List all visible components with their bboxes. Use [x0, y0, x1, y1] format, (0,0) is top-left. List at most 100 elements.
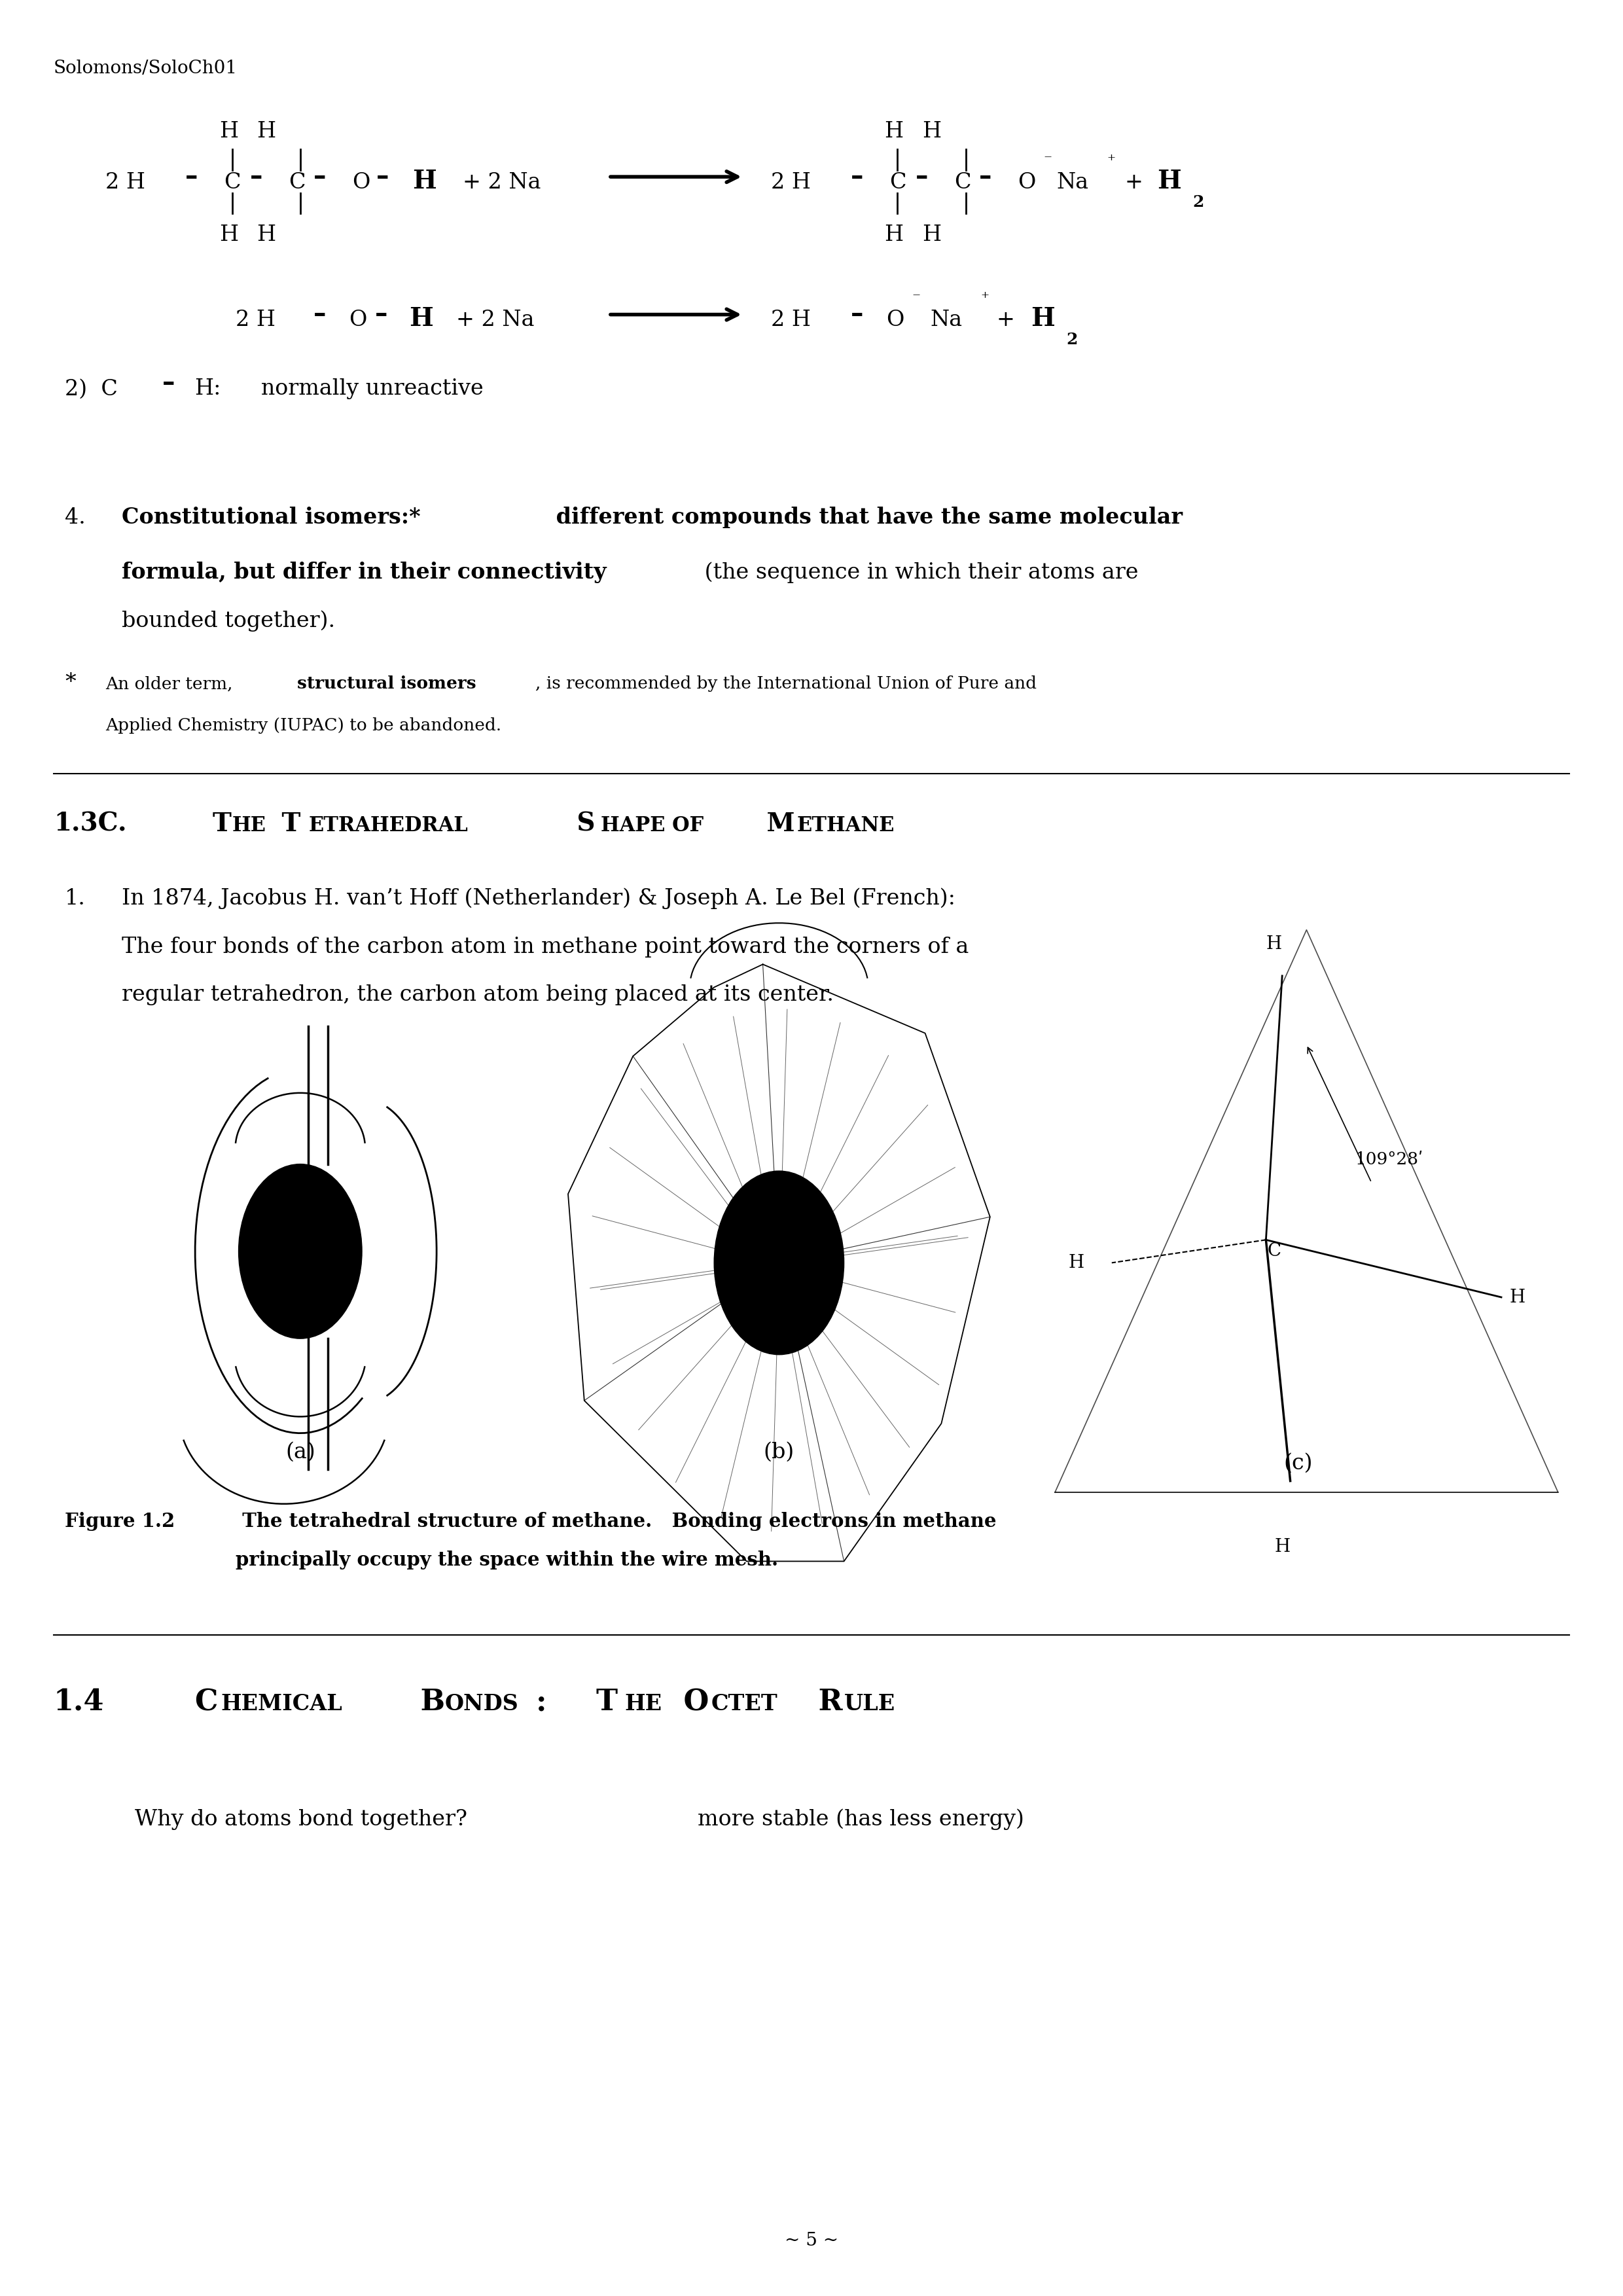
Text: normally unreactive: normally unreactive — [240, 379, 484, 400]
Text: C: C — [954, 172, 971, 193]
Text: HE: HE — [232, 815, 266, 836]
Text: ⁺: ⁺ — [1107, 154, 1115, 168]
Text: C: C — [224, 172, 240, 193]
Text: Constitutional isomers:*: Constitutional isomers:* — [122, 507, 420, 528]
Text: M: M — [758, 810, 795, 836]
Text: T: T — [273, 810, 300, 836]
Text: S: S — [568, 810, 596, 836]
Text: C: C — [889, 172, 906, 193]
Text: H: H — [256, 122, 276, 142]
Text: R: R — [808, 1688, 842, 1717]
Text: In 1874, Jacobus H. van’t Hoff (Netherlander) & Joseph A. Le Bel (French):: In 1874, Jacobus H. van’t Hoff (Netherla… — [122, 889, 956, 909]
Text: H: H — [885, 122, 904, 142]
Text: ETHANE: ETHANE — [797, 815, 894, 836]
Text: formula, but differ in their connectivity: formula, but differ in their connectivit… — [122, 563, 607, 583]
Text: different compounds that have the same molecular: different compounds that have the same m… — [549, 507, 1183, 528]
Text: more stable (has less energy): more stable (has less energy) — [698, 1809, 1024, 1830]
Text: H: H — [885, 225, 904, 246]
Text: O: O — [352, 172, 370, 193]
Text: 1.4: 1.4 — [54, 1688, 104, 1717]
Text: An older term,: An older term, — [105, 675, 239, 691]
Text: 2: 2 — [1066, 333, 1078, 347]
Text: HAPE OF: HAPE OF — [601, 815, 703, 836]
Text: +: + — [997, 310, 1022, 331]
Text: C: C — [195, 1688, 217, 1717]
Text: O: O — [1018, 172, 1035, 193]
Text: +: + — [1125, 172, 1151, 193]
Text: *: * — [65, 673, 76, 693]
Text: –: – — [250, 163, 263, 188]
Text: O: O — [674, 1688, 709, 1717]
Text: ~ 5 ~: ~ 5 ~ — [784, 2232, 839, 2250]
Text: (c): (c) — [1284, 1453, 1313, 1474]
Text: –: – — [979, 163, 992, 188]
Text: Na: Na — [930, 310, 962, 331]
Text: 109°28ʹ: 109°28ʹ — [1355, 1150, 1423, 1169]
Text: 2)  C: 2) C — [65, 379, 118, 400]
Text: Figure 1.2: Figure 1.2 — [65, 1511, 175, 1531]
Text: regular tetrahedron, the carbon atom being placed at its center.: regular tetrahedron, the carbon atom bei… — [122, 985, 834, 1006]
Text: H: H — [1509, 1288, 1526, 1306]
Text: 2 H: 2 H — [771, 310, 812, 331]
Text: H: H — [256, 225, 276, 246]
Text: Applied Chemistry (IUPAC) to be abandoned.: Applied Chemistry (IUPAC) to be abandone… — [105, 716, 502, 732]
Text: HE: HE — [625, 1694, 662, 1715]
Text: T: T — [195, 810, 232, 836]
Text: H: H — [1274, 1538, 1290, 1557]
Text: ⁻: ⁻ — [912, 292, 920, 305]
Text: –: – — [313, 301, 326, 326]
Text: 2 H: 2 H — [235, 310, 276, 331]
Text: ⁻: ⁻ — [1044, 154, 1052, 168]
Text: –: – — [850, 301, 863, 326]
Text: H: H — [409, 305, 433, 331]
Text: –: – — [313, 163, 326, 188]
Text: :: : — [536, 1688, 547, 1717]
Text: –: – — [850, 163, 863, 188]
Text: , is recommended by the International Union of Pure and: , is recommended by the International Un… — [536, 675, 1037, 691]
Text: bounded together).: bounded together). — [122, 611, 336, 631]
Text: H: H — [1266, 934, 1282, 953]
Text: Why do atoms bond together?: Why do atoms bond together? — [135, 1809, 467, 1830]
Text: 1.: 1. — [65, 889, 86, 909]
Text: (the sequence in which their atoms are: (the sequence in which their atoms are — [698, 563, 1139, 583]
Text: H: H — [412, 168, 437, 193]
Text: H: H — [219, 122, 239, 142]
Text: ULE: ULE — [844, 1694, 896, 1715]
Text: H: H — [922, 225, 941, 246]
Text: 1.3C.: 1.3C. — [54, 810, 127, 836]
Text: (a): (a) — [286, 1442, 315, 1463]
Text: Solomons/SoloCh01: Solomons/SoloCh01 — [54, 60, 237, 78]
Text: H: H — [1157, 168, 1182, 193]
Text: + 2 Na: + 2 Na — [456, 310, 534, 331]
Text: H: H — [1068, 1254, 1084, 1272]
Text: + 2 Na: + 2 Na — [463, 172, 540, 193]
Text: –: – — [375, 301, 388, 326]
Text: 2 H: 2 H — [771, 172, 812, 193]
Text: –: – — [377, 163, 390, 188]
Text: 2: 2 — [1193, 195, 1204, 209]
Text: H: H — [219, 225, 239, 246]
Text: H: H — [922, 122, 941, 142]
Text: (b): (b) — [763, 1442, 795, 1463]
Text: The four bonds of the carbon atom in methane point toward the corners of a: The four bonds of the carbon atom in met… — [122, 937, 969, 957]
Text: T: T — [576, 1688, 618, 1717]
Text: ⁺: ⁺ — [980, 292, 988, 305]
Text: –: – — [915, 163, 928, 188]
Text: 2 H: 2 H — [105, 172, 146, 193]
Text: O: O — [886, 310, 904, 331]
Text: principally occupy the space within the wire mesh.: principally occupy the space within the … — [235, 1550, 777, 1570]
Text: HEMICAL: HEMICAL — [221, 1694, 342, 1715]
Text: H:: H: — [195, 379, 221, 400]
Text: CTET: CTET — [711, 1694, 777, 1715]
Text: O: O — [349, 310, 367, 331]
Text: Na: Na — [1057, 172, 1089, 193]
Text: –: – — [162, 370, 175, 395]
Text: –: – — [185, 163, 198, 188]
Text: structural isomers: structural isomers — [297, 675, 476, 691]
Text: C: C — [289, 172, 305, 193]
Text: ONDS: ONDS — [445, 1694, 518, 1715]
Circle shape — [239, 1164, 362, 1339]
Text: B: B — [411, 1688, 445, 1717]
Text: C: C — [1268, 1242, 1281, 1261]
Text: The tetrahedral structure of methane.   Bonding electrons in methane: The tetrahedral structure of methane. Bo… — [235, 1511, 997, 1531]
